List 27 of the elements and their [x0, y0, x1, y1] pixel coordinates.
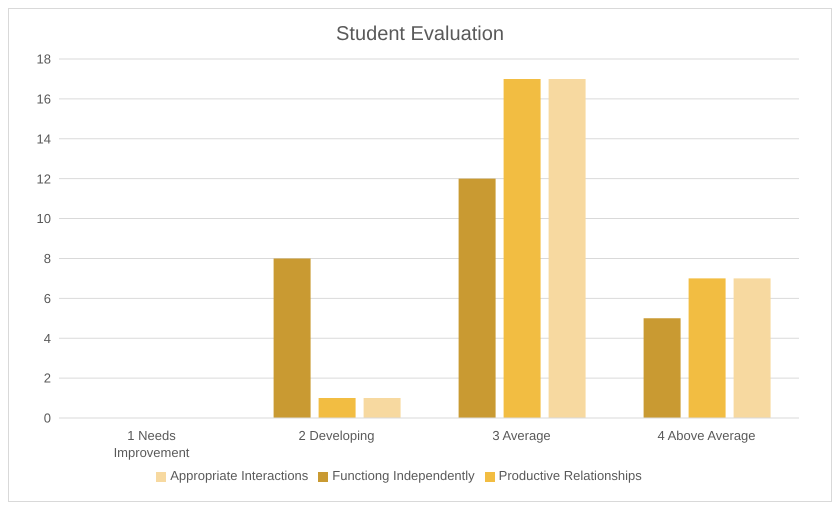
- x-tick-label: 4 Above Average: [657, 428, 756, 443]
- y-tick-label: 16: [36, 92, 51, 107]
- bar: [318, 398, 356, 418]
- y-tick-label: 0: [44, 410, 51, 426]
- bar: [274, 258, 311, 418]
- bar: [504, 78, 541, 418]
- y-tick-label: 4: [44, 330, 51, 346]
- legend-label: Productive Relationships: [498, 468, 642, 483]
- y-tick-label: 18: [36, 52, 51, 67]
- bar: [548, 78, 586, 418]
- y-tick-label: 14: [36, 131, 51, 146]
- x-tick-label: 3 Average: [492, 428, 551, 443]
- bar: [644, 318, 681, 418]
- legend-label: Appropriate Interactions: [170, 468, 308, 483]
- y-tick-label: 10: [36, 211, 51, 226]
- x-tick-label: 1 Needs Improvement: [114, 428, 190, 460]
- legend-label: Functiong Independently: [332, 468, 475, 483]
- bar: [688, 278, 726, 418]
- x-tick-label: 2 Developing: [298, 428, 374, 443]
- y-tick-label: 8: [44, 251, 51, 266]
- y-tick-label: 12: [36, 171, 51, 186]
- bar: [364, 398, 401, 418]
- y-tick-label: 2: [44, 370, 51, 386]
- chart-title: Student Evaluation: [335, 22, 505, 47]
- bar: [734, 278, 771, 418]
- y-tick-label: 6: [44, 290, 51, 306]
- bar: [458, 178, 496, 418]
